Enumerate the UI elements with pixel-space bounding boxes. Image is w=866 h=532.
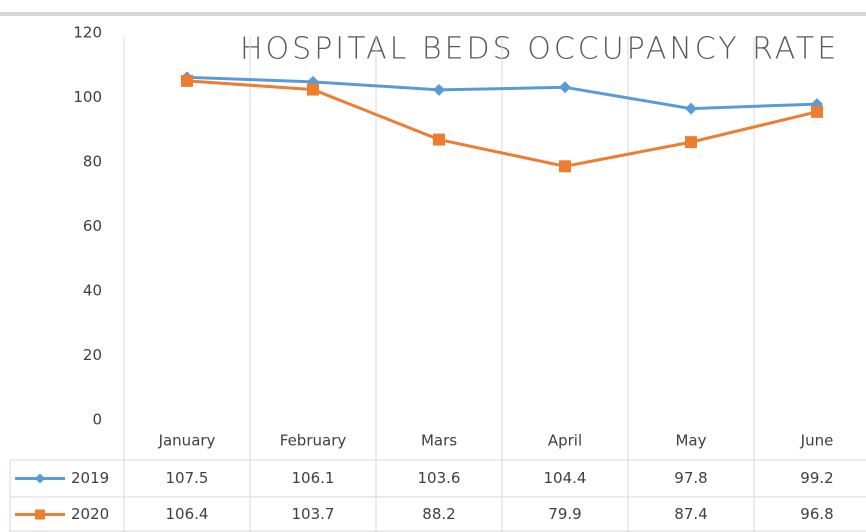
table-value: 97.8 xyxy=(674,469,707,487)
marker xyxy=(559,160,571,173)
chart-title: HOSPITAL BEDS OCCUPANCY RATE xyxy=(240,32,839,67)
table-value: 107.5 xyxy=(166,469,209,487)
marker xyxy=(433,133,445,146)
x-tick-label: January xyxy=(158,432,216,450)
legend-key-marker xyxy=(35,473,45,484)
table-value: 106.1 xyxy=(292,469,335,487)
x-tick-label: June xyxy=(800,432,834,450)
y-tick-label: 80 xyxy=(83,153,102,171)
x-tick-label: February xyxy=(280,432,347,450)
marker xyxy=(181,74,193,87)
legend-label: 2020 xyxy=(71,505,109,523)
table-value: 106.4 xyxy=(166,505,209,523)
marker xyxy=(559,81,571,94)
table-value: 99.2 xyxy=(800,469,833,487)
marker xyxy=(685,102,697,115)
y-tick-label: 40 xyxy=(83,282,102,300)
series-line xyxy=(186,79,818,168)
x-tick-label: May xyxy=(675,432,706,450)
table-value: 87.4 xyxy=(674,505,707,523)
marker xyxy=(685,136,697,149)
top-border xyxy=(0,12,866,16)
table-value: 104.4 xyxy=(544,469,587,487)
marker xyxy=(433,83,445,96)
y-tick-label: 100 xyxy=(73,88,102,106)
y-tick-label: 0 xyxy=(92,411,102,429)
marker xyxy=(811,105,823,118)
legend-key-marker xyxy=(35,509,45,520)
legend-label: 2019 xyxy=(71,469,109,487)
table-value: 103.6 xyxy=(418,469,461,487)
x-tick-label: Mars xyxy=(421,432,457,450)
y-tick-label: 20 xyxy=(83,346,102,364)
y-tick-label: 120 xyxy=(73,24,102,42)
table-value: 103.7 xyxy=(292,505,335,523)
table-value: 79.9 xyxy=(548,505,581,523)
table-value: 88.2 xyxy=(422,505,455,523)
x-tick-label: April xyxy=(548,432,582,450)
y-tick-label: 60 xyxy=(83,217,102,235)
marker xyxy=(307,83,319,96)
table-value: 96.8 xyxy=(800,505,833,523)
series-line xyxy=(186,75,818,111)
